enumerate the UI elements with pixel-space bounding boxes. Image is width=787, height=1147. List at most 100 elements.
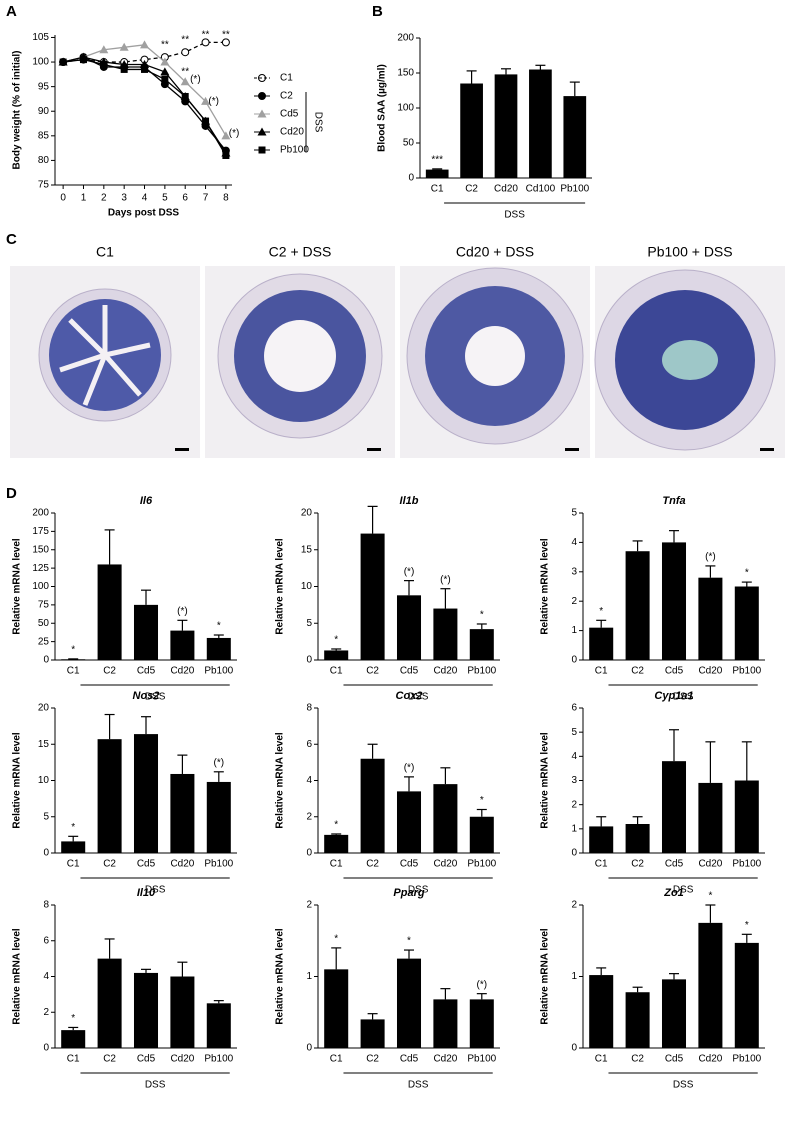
x-tick-label: Cd5 bbox=[137, 1054, 156, 1065]
group-label: DSS bbox=[145, 692, 166, 703]
group-label: DSS bbox=[312, 112, 323, 133]
x-tick-label: Cd20 bbox=[170, 1054, 194, 1065]
significance: * bbox=[71, 645, 75, 656]
marker bbox=[140, 40, 150, 49]
y-tick-label: 0 bbox=[408, 173, 414, 184]
bar bbox=[625, 992, 650, 1048]
bar bbox=[61, 1030, 86, 1048]
bar bbox=[324, 650, 349, 660]
annotation: (*) bbox=[208, 96, 219, 107]
significance: *** bbox=[431, 155, 443, 166]
x-tick-label: Cd20 bbox=[698, 859, 722, 870]
significance: * bbox=[71, 1013, 75, 1024]
panel-label: C bbox=[6, 231, 17, 248]
significance: * bbox=[708, 891, 712, 902]
marker bbox=[201, 96, 211, 105]
y-tick-label: 4 bbox=[43, 971, 49, 982]
bar bbox=[97, 958, 122, 1048]
lumen bbox=[59, 305, 151, 406]
y-tick-label: 4 bbox=[571, 537, 577, 548]
bar bbox=[469, 999, 494, 1048]
marker bbox=[100, 61, 108, 69]
scale-bar bbox=[760, 448, 774, 451]
y-tick-label: 20 bbox=[38, 703, 50, 714]
bar bbox=[589, 975, 614, 1048]
bar bbox=[433, 608, 458, 660]
y-tick-label: 100 bbox=[32, 581, 49, 592]
y-tick-label: 200 bbox=[397, 33, 414, 44]
x-tick-label: Pb100 bbox=[732, 859, 761, 870]
x-tick-label: C1 bbox=[67, 666, 80, 677]
x-tick-label: C2 bbox=[103, 859, 116, 870]
bar bbox=[206, 637, 231, 660]
annotation: ** bbox=[222, 30, 230, 41]
significance: * bbox=[480, 610, 484, 621]
bar bbox=[170, 773, 195, 853]
x-tick-label: C2 bbox=[366, 1054, 379, 1065]
y-tick-label: 1 bbox=[571, 823, 577, 834]
x-tick-label: Cd5 bbox=[665, 666, 684, 677]
marker bbox=[181, 48, 190, 57]
legend-label: C2 bbox=[280, 91, 293, 102]
y-tick-label: 2 bbox=[571, 596, 577, 607]
bar bbox=[734, 942, 759, 1048]
marker bbox=[160, 57, 170, 66]
bar bbox=[529, 69, 552, 178]
marker bbox=[221, 38, 230, 47]
y-tick-label: 1 bbox=[571, 625, 577, 636]
bar bbox=[425, 169, 449, 178]
bar bbox=[625, 824, 650, 853]
chart-title: Nos2 bbox=[133, 690, 160, 702]
y-tick-label: 0 bbox=[43, 848, 49, 859]
bar bbox=[433, 999, 458, 1048]
bar bbox=[469, 816, 494, 853]
line bbox=[63, 58, 227, 156]
y-tick-label: 100 bbox=[32, 57, 49, 68]
y-tick-label: 3 bbox=[571, 775, 577, 786]
significance: (*) bbox=[705, 552, 716, 563]
bar bbox=[589, 826, 614, 853]
y-tick-label: 2 bbox=[571, 900, 577, 911]
bar bbox=[698, 577, 723, 660]
y-axis-label: Relative mRNA level bbox=[275, 928, 286, 1025]
x-tick-label: Cd5 bbox=[400, 1054, 419, 1065]
bar bbox=[170, 630, 195, 660]
x-axis-label: Days post DSS bbox=[108, 208, 179, 219]
y-tick-label: 2 bbox=[43, 1007, 49, 1018]
marker bbox=[99, 45, 109, 54]
marker bbox=[221, 131, 231, 140]
x-tick-label: Cd20 bbox=[698, 1054, 722, 1065]
x-tick-label: Cd5 bbox=[137, 859, 156, 870]
bar bbox=[698, 922, 723, 1048]
scale-bar bbox=[565, 448, 579, 451]
y-tick-label: 10 bbox=[301, 581, 313, 592]
y-axis-label: Relative mRNA level bbox=[540, 732, 551, 829]
y-tick-label: 2 bbox=[306, 811, 312, 822]
x-tick-label: 1 bbox=[81, 193, 87, 204]
image-title: C1 bbox=[96, 244, 114, 260]
y-tick-label: 50 bbox=[403, 138, 415, 149]
bar bbox=[625, 551, 650, 660]
y-tick-label: 0 bbox=[306, 655, 312, 666]
x-tick-label: Pb100 bbox=[560, 184, 589, 195]
bar bbox=[324, 969, 349, 1048]
lumen bbox=[264, 320, 336, 392]
y-tick-label: 5 bbox=[571, 508, 577, 519]
y-tick-label: 5 bbox=[306, 618, 312, 629]
chart-title: Cox2 bbox=[396, 690, 423, 702]
marker bbox=[119, 42, 129, 51]
y-tick-label: 150 bbox=[397, 68, 414, 79]
significance: (*) bbox=[177, 606, 188, 617]
x-tick-label: Cd20 bbox=[433, 666, 457, 677]
x-tick-label: Cd5 bbox=[665, 859, 684, 870]
bar bbox=[589, 627, 614, 660]
marker bbox=[181, 92, 189, 100]
y-tick-label: 25 bbox=[38, 636, 50, 647]
y-tick-label: 4 bbox=[571, 751, 577, 762]
x-tick-label: 4 bbox=[142, 193, 148, 204]
significance: * bbox=[217, 621, 221, 632]
significance: * bbox=[334, 820, 338, 831]
y-axis-label: Relative mRNA level bbox=[12, 538, 23, 635]
y-tick-label: 125 bbox=[32, 563, 49, 574]
y-axis-label: Relative mRNA level bbox=[12, 928, 23, 1025]
